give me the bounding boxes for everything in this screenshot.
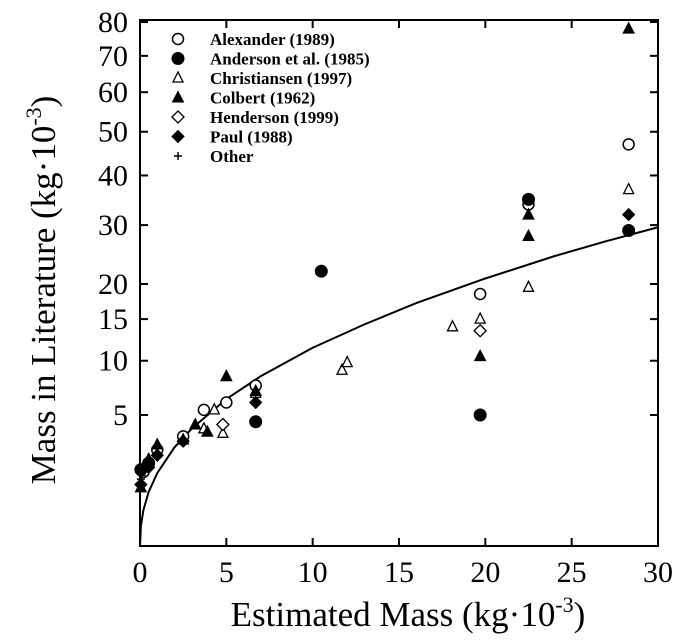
data-point: [249, 415, 263, 429]
data-point: [215, 417, 230, 432]
data-point: [622, 21, 635, 34]
data-point: [248, 395, 263, 410]
y-tick-label: 70: [98, 40, 128, 73]
legend-label: Other: [210, 147, 254, 166]
series-plus: [136, 461, 150, 484]
data-point: [137, 471, 146, 480]
series-filled-diamond: [134, 207, 636, 492]
data-point: [150, 437, 164, 450]
svg-text:Estimated Mass (kg·10-3): Estimated Mass (kg·10-3): [231, 592, 586, 634]
data-point: [473, 408, 487, 422]
data-point: [621, 207, 636, 222]
data-point: [522, 228, 535, 241]
data-point: [220, 396, 233, 409]
legend-marker: [171, 70, 185, 83]
x-tick-label: 0: [133, 556, 148, 589]
svg-text:Mass in Literature (kg·10-3): Mass in Literature (kg·10-3): [21, 96, 63, 485]
y-tick-label: 15: [98, 303, 128, 336]
data-point: [473, 323, 488, 338]
data-point: [197, 403, 211, 417]
y-axis-title-main: Mass in Literature (kg·10: [24, 126, 63, 485]
legend-label: Paul (1988): [210, 128, 293, 147]
legend-marker: [171, 129, 185, 144]
legend-label: Henderson (1999): [210, 108, 339, 127]
data-point: [622, 224, 636, 238]
data-point: [134, 477, 148, 492]
y-tick-label: 20: [98, 268, 128, 301]
data-point: [201, 424, 214, 437]
data-point: [150, 448, 164, 462]
y-tick-label: 50: [98, 116, 128, 149]
data-point: [622, 138, 635, 151]
y-axis-title-close: ): [24, 96, 63, 108]
x-tick-label: 10: [298, 556, 328, 589]
data-point: [249, 383, 263, 396]
data-point: [473, 349, 487, 362]
series-open-triangle: [197, 182, 635, 438]
legend-marker: [171, 90, 185, 103]
data-point: [220, 369, 233, 382]
data-point: [522, 207, 535, 220]
legend-marker: [171, 52, 185, 65]
legend-marker: [171, 32, 185, 46]
legend-marker: [171, 110, 185, 124]
legend-marker: [174, 152, 182, 160]
data-point: [188, 417, 202, 430]
x-tick-label: 30: [643, 556, 673, 589]
data-point: [522, 192, 535, 206]
y-tick-label: 5: [113, 399, 128, 432]
x-tick-label: 20: [470, 556, 500, 589]
y-tick-label: 40: [98, 159, 128, 192]
x-axis-title-close: ): [574, 595, 586, 634]
y-tick-label: 30: [98, 209, 128, 242]
x-axis-title-superscript: -3: [555, 592, 573, 617]
data-point: [314, 264, 328, 278]
data-point: [216, 425, 229, 438]
x-axis-title-main: Estimated Mass (kg·10: [231, 595, 556, 634]
data-point: [341, 355, 354, 368]
series-open-diamond: [215, 323, 488, 432]
data-point: [136, 475, 145, 484]
x-tick-label: 15: [384, 556, 414, 589]
data-point: [141, 461, 150, 470]
data-point: [522, 279, 535, 292]
y-tick-label: 60: [98, 76, 128, 109]
x-tick-label: 5: [219, 556, 234, 589]
data-point: [622, 182, 635, 195]
legend-label: Anderson et al. (1985): [210, 50, 370, 69]
legend: Alexander (1989)Anderson et al. (1985)Ch…: [171, 30, 370, 166]
legend-label: Alexander (1989): [210, 30, 335, 49]
data-point: [446, 319, 459, 332]
plot-area: 0 5 10 15 20 25 305101520304050607080Alexander…: [98, 6, 673, 589]
x-axis-title: Estimated Mass (kg·10-3): [231, 592, 586, 634]
y-axis-title-superscript: -3: [21, 107, 46, 125]
x-tick-label: 25: [557, 556, 587, 589]
y-tick-label: 10: [98, 345, 128, 378]
data-point: [208, 402, 221, 415]
legend-label: Colbert (1962): [210, 89, 315, 108]
y-axis-title: Mass in Literature (kg·10-3): [21, 96, 63, 485]
legend-label: Christiansen (1997): [210, 69, 352, 88]
data-point: [176, 434, 190, 448]
data-point: [473, 287, 487, 301]
y-tick-label: 80: [98, 6, 128, 39]
data-point: [474, 311, 487, 324]
series-open-circle: [137, 138, 635, 479]
fit-curve-line: [139, 226, 659, 547]
data-point: [335, 362, 349, 375]
